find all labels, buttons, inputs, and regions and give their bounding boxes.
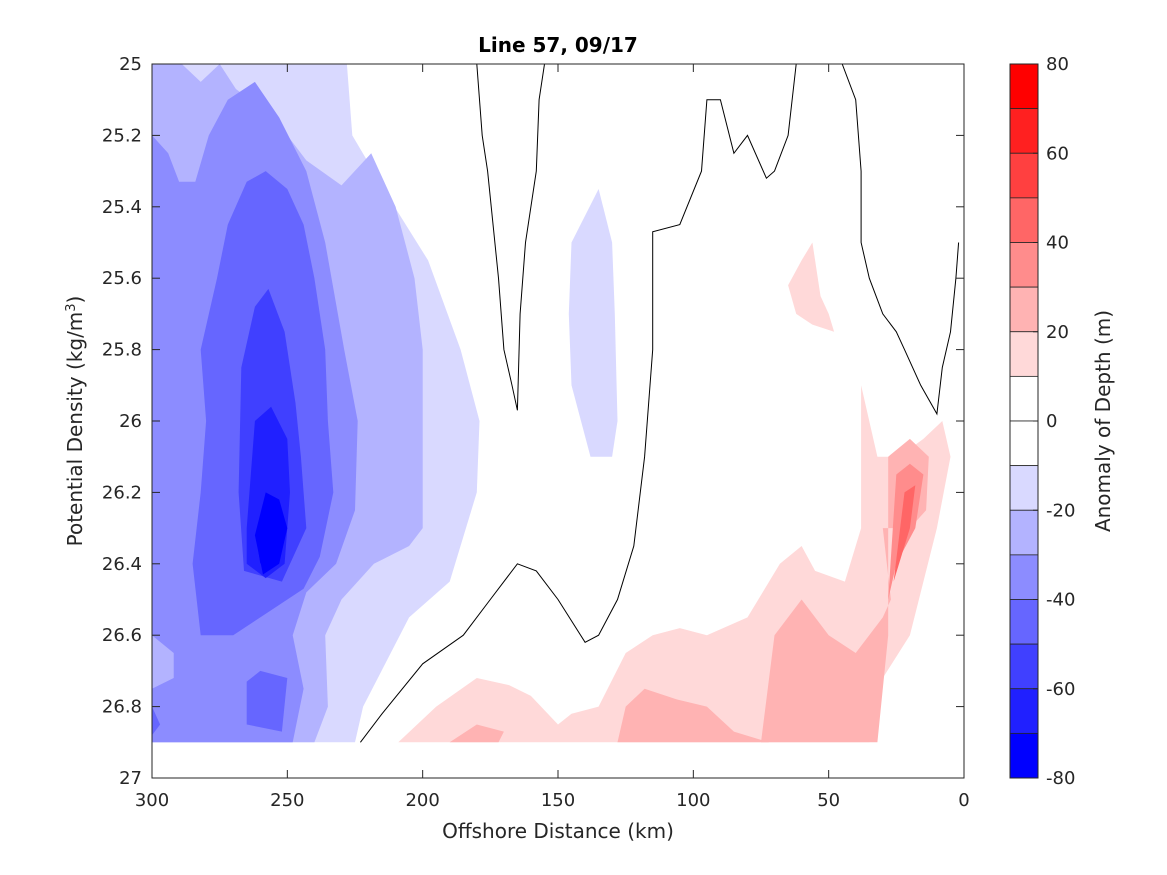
y-axis-label: Potential Density (kg/m3): [63, 296, 87, 547]
colorbar-band-11: [1009, 554, 1039, 600]
filled-contours: [152, 64, 951, 743]
colorbar-tick-label: 40: [1046, 233, 1069, 254]
x-axis-label: Offshore Distance (km): [442, 819, 674, 843]
contour-region-7: [257, 546, 263, 564]
chart-title: Line 57, 09/17: [478, 33, 638, 57]
y-axis-ticks: 25 25.2 25.4 25.6 25.8 26 26.2 26.4 26.6 26.8 27: [102, 54, 964, 789]
colorbar-band-12: [1009, 599, 1039, 645]
colorbar-band-4: [1009, 242, 1039, 288]
colorbar-band-1: [1009, 108, 1039, 154]
colorbar-tick-label: -40: [1046, 590, 1075, 611]
contour-region-10: [152, 706, 161, 736]
colorbar-band-8: [1009, 420, 1039, 467]
x-tick-label: 200: [405, 790, 439, 811]
colorbar-tick-label: -20: [1046, 500, 1075, 521]
y-tick-label: 26.4: [102, 554, 142, 575]
y-tick-label: 26.2: [102, 482, 142, 503]
y-tick-label: 25: [119, 54, 142, 75]
colorbar-band-13: [1009, 643, 1039, 690]
x-tick-label: 250: [270, 790, 304, 811]
colorbar-band-15: [1009, 732, 1039, 779]
x-tick-label: 100: [676, 790, 710, 811]
colorbar-band-6: [1009, 331, 1039, 377]
x-axis-ticks: 300 250 200 150 100 50 0: [135, 64, 970, 811]
y-tick-label: 25.8: [102, 340, 142, 361]
colorbar-tick-label: 80: [1046, 54, 1069, 75]
zero-contour-lines: [360, 64, 960, 743]
zero-contour-1: [360, 64, 797, 743]
y-tick-label: 26: [119, 411, 142, 432]
colorbar-bands: [1009, 63, 1039, 779]
y-tick-label: 26.6: [102, 625, 142, 646]
x-tick-label: 50: [817, 790, 840, 811]
colorbar-band-2: [1009, 152, 1039, 199]
contour-region-6: [254, 492, 288, 575]
y-tick-label: 25.6: [102, 268, 142, 289]
y-axis-label-main: Potential Density (kg/m: [63, 312, 87, 547]
x-tick-label: 0: [958, 790, 969, 811]
contour-region-8: [246, 670, 288, 732]
colorbar-label: Anomaly of Depth (m): [1091, 310, 1115, 532]
colorbar-band-5: [1009, 286, 1039, 333]
colorbar-tick-label: 60: [1046, 143, 1069, 164]
contour-region-14: [617, 688, 770, 743]
zero-contour-2: [841, 64, 960, 416]
x-tick-label: 150: [541, 790, 575, 811]
colorbar-tick-label: 20: [1046, 322, 1069, 343]
contour-plot: 300 250 200 150 100 50 0 2525.225.425.625.8262…: [102, 54, 970, 811]
y-tick-label: 25.2: [102, 125, 142, 146]
y-tick-label: 27: [119, 768, 142, 789]
colorbar-tick-label: -80: [1046, 768, 1075, 789]
contour-region-17: [893, 485, 916, 582]
contour-region-15: [761, 438, 929, 743]
colorbar-band-9: [1009, 465, 1039, 511]
colorbar-band-10: [1009, 509, 1039, 556]
colorbar-tick-label: -60: [1046, 679, 1075, 700]
colorbar-band-0: [1009, 63, 1039, 110]
y-axis-label-sup: 3: [64, 303, 79, 311]
colorbar-ticks: 80 60 40 20 0 -20 -40 -60 -80: [1033, 54, 1075, 789]
y-axis-label-end: ): [63, 296, 87, 304]
contour-region-13: [449, 724, 504, 743]
zero-contour-0: [476, 64, 545, 411]
colorbar-band-7: [1009, 375, 1039, 422]
colorbar: 80 60 40 20 0 -20 -40 -60 -80: [1009, 54, 1075, 789]
contour-region-11: [568, 189, 618, 457]
y-tick-label: 25.4: [102, 197, 142, 218]
contour-region-9: [152, 635, 174, 689]
x-tick-label: 300: [135, 790, 169, 811]
colorbar-band-14: [1009, 688, 1039, 734]
contour-region-18: [788, 242, 835, 332]
colorbar-band-3: [1009, 197, 1039, 243]
colorbar-tick-label: 0: [1046, 411, 1057, 432]
y-tick-label: 26.8: [102, 697, 142, 718]
